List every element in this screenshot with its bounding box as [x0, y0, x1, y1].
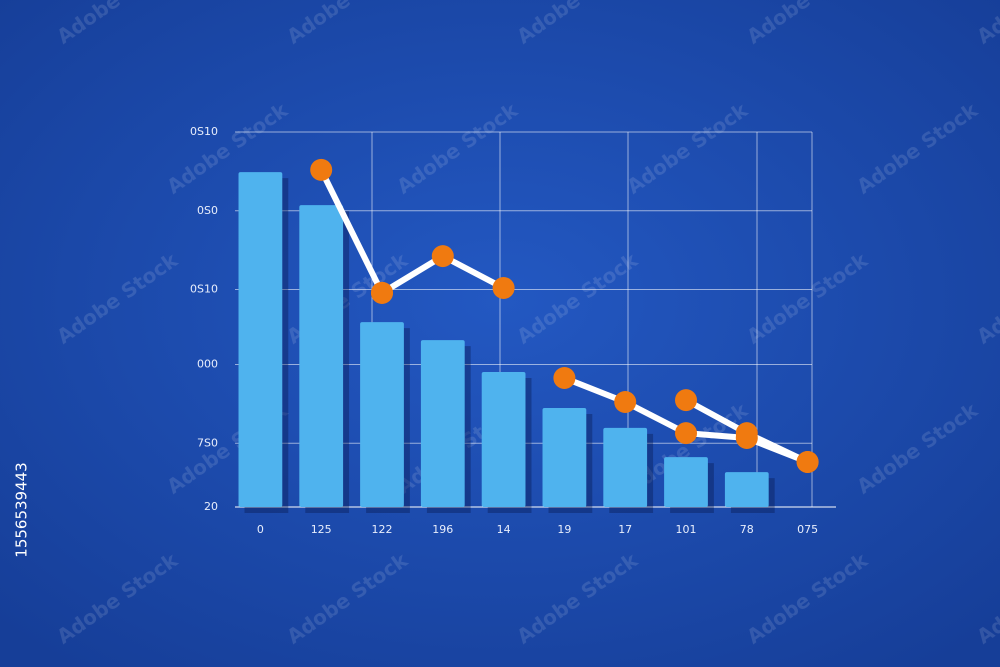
bar [542, 408, 587, 507]
x-tick-label: 196 [432, 523, 453, 536]
x-tick-label: 122 [372, 523, 393, 536]
bar [724, 472, 769, 507]
x-tick-label: 101 [676, 523, 697, 536]
y-tick-label: 0S0 [197, 204, 218, 217]
point [553, 367, 576, 389]
point [614, 391, 637, 413]
x-tick-label: 125 [311, 523, 332, 536]
bar [299, 205, 344, 507]
x-tick-label: 17 [618, 523, 632, 536]
y-tick-label: 20 [204, 500, 218, 513]
y-tick-label: 7S0 [197, 436, 218, 449]
bar [481, 372, 526, 507]
bar [360, 322, 404, 507]
line [318, 166, 507, 296]
bar [420, 340, 465, 507]
point [735, 427, 758, 449]
point [796, 451, 819, 473]
x-tick-label: 78 [740, 523, 754, 536]
x-tick-label: 075 [797, 523, 818, 536]
image-id: 1556539443 [13, 462, 31, 557]
point [310, 158, 333, 181]
point [675, 422, 697, 445]
point [371, 281, 393, 304]
y-tick-label: 0S10 [190, 125, 218, 138]
y-tick-label: 000 [197, 358, 218, 371]
point [675, 389, 697, 412]
bar [603, 427, 648, 507]
bar [664, 457, 708, 507]
point [492, 277, 515, 299]
bar [238, 172, 283, 507]
y-tick-label: 0S10 [190, 283, 218, 296]
point [431, 245, 454, 268]
x-tick-label: 19 [557, 523, 571, 536]
x-tick-label: 14 [497, 523, 511, 536]
x-tick-label: 0 [257, 523, 264, 536]
